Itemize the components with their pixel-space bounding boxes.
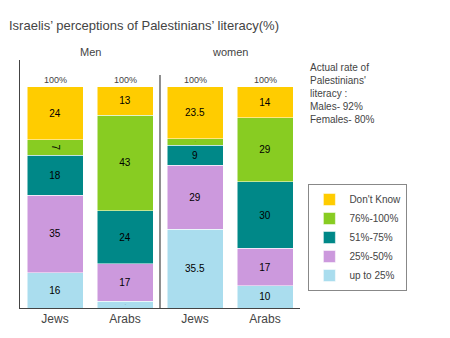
svg-text:Actual rate ofPalestinians'lit: Actual rate ofPalestinians'literacy :Mal… bbox=[310, 62, 375, 125]
svg-text:13: 13 bbox=[119, 95, 131, 106]
svg-text:16: 16 bbox=[49, 285, 61, 296]
svg-text:100%: 100% bbox=[44, 75, 67, 85]
svg-text:7: 7 bbox=[50, 144, 61, 150]
svg-text:29: 29 bbox=[259, 144, 271, 155]
svg-text:17: 17 bbox=[119, 277, 131, 288]
svg-text:100%: 100% bbox=[114, 75, 137, 85]
svg-text:14: 14 bbox=[259, 97, 271, 108]
svg-text:76%-100%: 76%-100% bbox=[349, 213, 398, 224]
svg-text:23.5: 23.5 bbox=[185, 107, 205, 118]
svg-text:43: 43 bbox=[119, 157, 131, 168]
svg-text:51%-75%: 51%-75% bbox=[349, 232, 392, 243]
svg-text:25%-50%: 25%-50% bbox=[349, 251, 392, 262]
svg-text:9: 9 bbox=[192, 150, 198, 161]
svg-text:Arabs: Arabs bbox=[249, 312, 280, 326]
svg-text:100%: 100% bbox=[184, 75, 207, 85]
svg-text:Arabs: Arabs bbox=[109, 312, 140, 326]
svg-text:Israelis’ perceptions of Pales: Israelis’ perceptions of Palestinians’ l… bbox=[9, 18, 279, 33]
svg-text:Men: Men bbox=[80, 46, 101, 58]
svg-text:up to 25%: up to 25% bbox=[349, 270, 394, 281]
svg-text:29: 29 bbox=[189, 192, 201, 203]
svg-text:18: 18 bbox=[49, 170, 61, 181]
svg-text:Jews: Jews bbox=[41, 312, 68, 326]
svg-text:100%: 100% bbox=[254, 75, 277, 85]
svg-text:Jews: Jews bbox=[181, 312, 208, 326]
svg-text:Don't Know: Don't Know bbox=[349, 194, 401, 205]
svg-text:3: 3 bbox=[195, 142, 196, 143]
svg-text:35: 35 bbox=[49, 228, 61, 239]
svg-text:3: 3 bbox=[125, 304, 126, 305]
svg-text:17: 17 bbox=[259, 262, 271, 273]
svg-text:women: women bbox=[212, 46, 248, 58]
svg-text:24: 24 bbox=[49, 108, 61, 119]
svg-text:35.5: 35.5 bbox=[185, 263, 205, 274]
svg-text:10: 10 bbox=[259, 291, 271, 302]
svg-text:24: 24 bbox=[119, 232, 131, 243]
svg-text:30: 30 bbox=[259, 210, 271, 221]
